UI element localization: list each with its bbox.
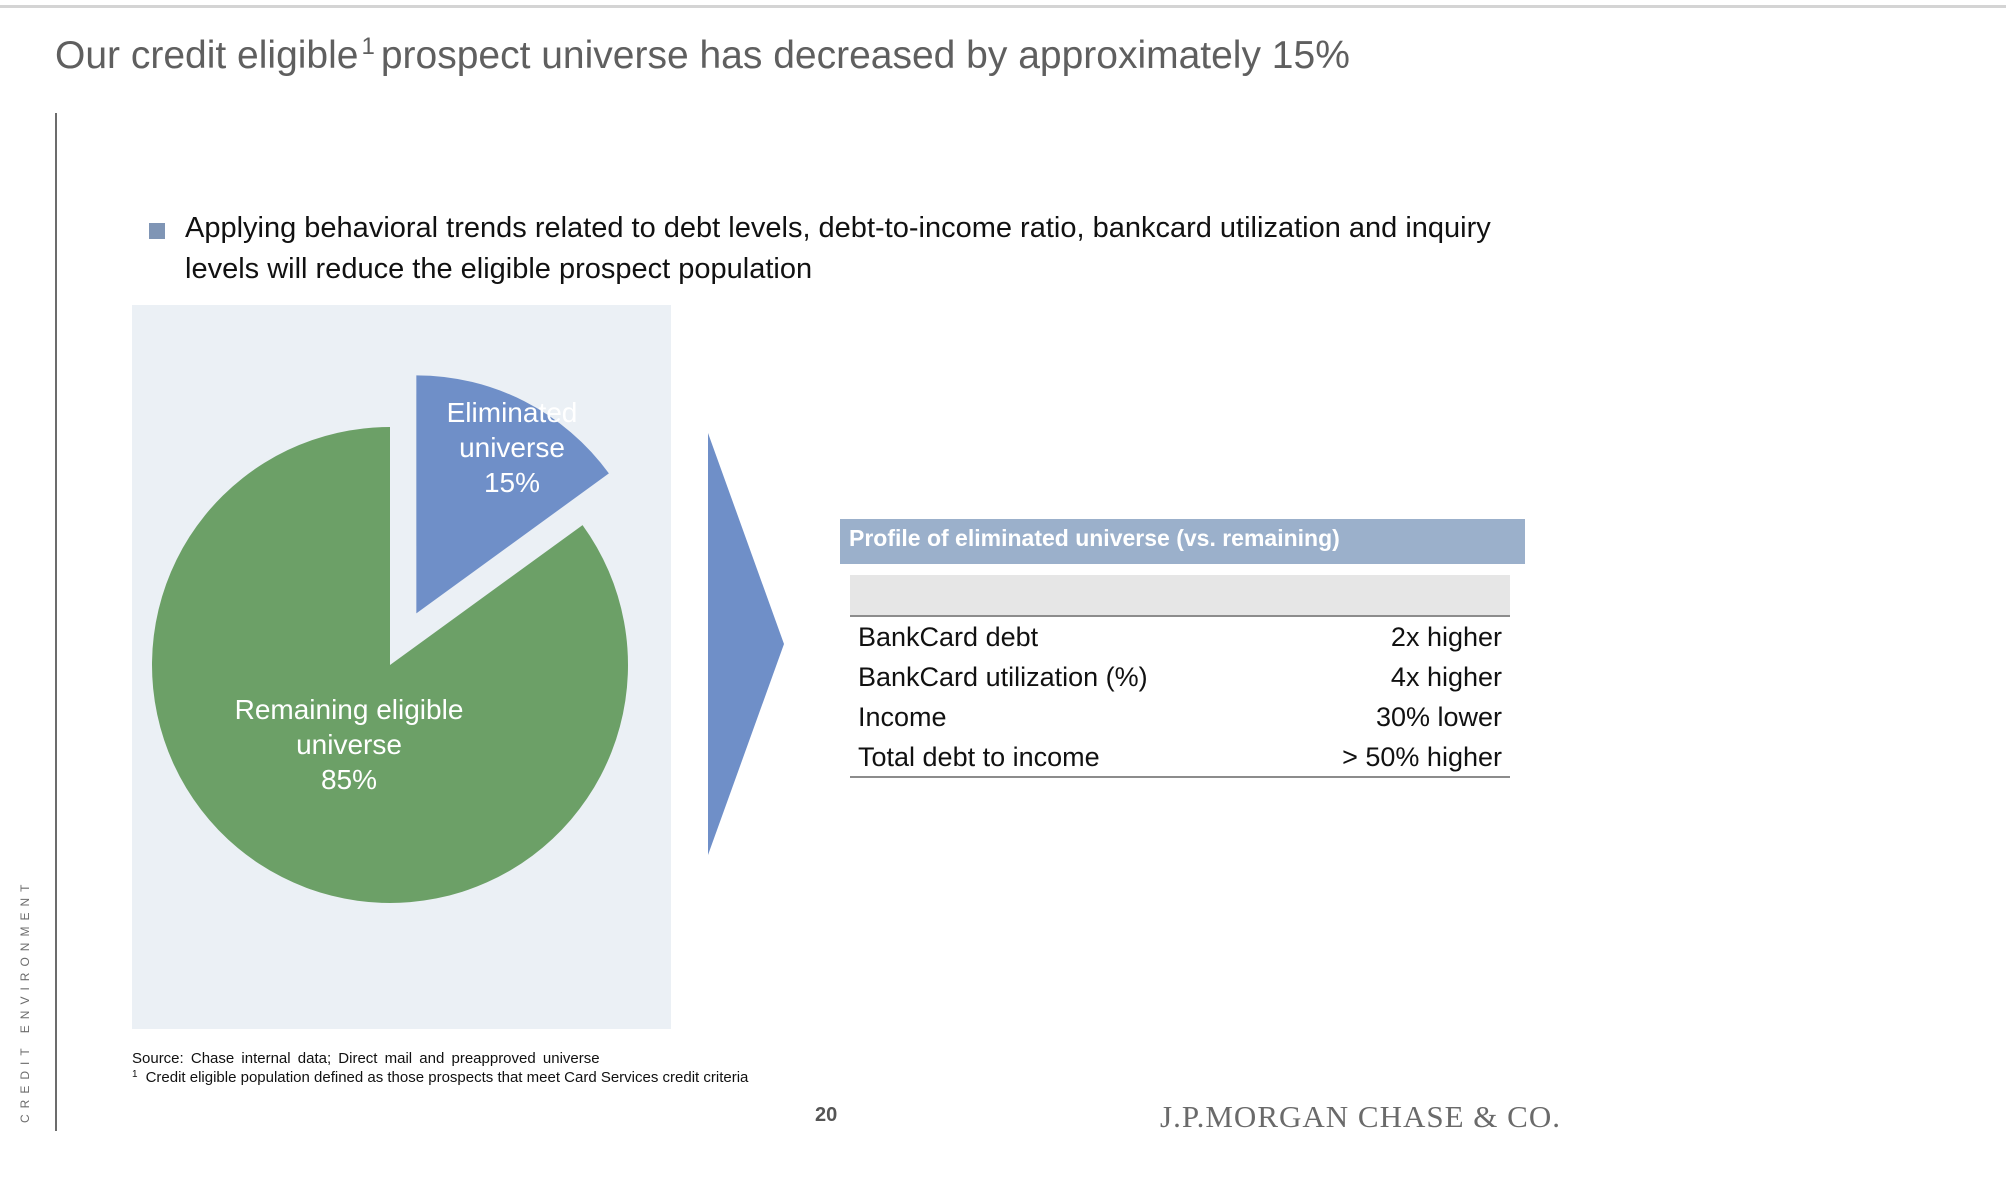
footnote-marker: 1 — [132, 1069, 138, 1080]
remaining-label-line2: universe — [296, 729, 402, 760]
row-value: > 50% higher — [1342, 742, 1502, 772]
pie-chart — [152, 375, 629, 903]
footnote: 1 Credit eligible population defined as t… — [132, 1068, 748, 1090]
table-bottom-rule — [850, 776, 1510, 778]
right-arrow-icon — [708, 433, 784, 855]
bullet-square-icon — [149, 223, 165, 239]
pie-chart-panel: Eliminated universe 15% Remaining eligib… — [132, 305, 671, 1029]
remaining-label-line1: Remaining eligible — [234, 694, 464, 725]
section-side-label: CREDIT ENVIRONMENT — [18, 878, 32, 1123]
title-text-before: Our credit eligible — [55, 34, 359, 77]
arrow-shape — [708, 433, 784, 855]
left-vertical-rule — [55, 113, 57, 1131]
bullet-text: Applying behavioral trends related to de… — [185, 212, 1491, 285]
title-text-after: prospect universe has decreased by appro… — [380, 34, 1350, 77]
table-row: BankCard debt 2x higher — [850, 617, 1510, 657]
profile-table-gray-band — [850, 575, 1510, 615]
row-label: BankCard debt — [858, 622, 1039, 652]
eliminated-label-line2: universe — [459, 432, 565, 463]
pie-slice-remaining-eligible-universe — [152, 427, 629, 903]
footnote-text: Credit eligible population defined as th… — [145, 1069, 749, 1086]
table-top-rule — [850, 615, 1510, 617]
page-number: 20 — [815, 1104, 838, 1126]
row-label: Total debt to income — [858, 742, 1100, 772]
title-footnote-marker: 1 — [361, 33, 375, 60]
remaining-label-line3: 85% — [320, 764, 378, 795]
eliminated-slice-label: Eliminated universe 15% — [447, 395, 578, 500]
company-logo: J.P.MORGAN CHASE & CO. — [1160, 1099, 1561, 1134]
row-value: 2x higher — [1390, 622, 1502, 652]
row-value: 4x higher — [1390, 662, 1502, 692]
table-row: Total debt to income > 50% higher — [850, 737, 1510, 777]
row-label: Income — [858, 702, 947, 732]
profile-table-header-text: Profile of eliminated universe (vs. rema… — [849, 525, 1340, 551]
row-value: 30% lower — [1375, 702, 1502, 732]
remaining-slice-label: Remaining eligible universe 85% — [235, 692, 464, 797]
source-note: Source: Chase internal data; Direct mail… — [132, 1050, 600, 1067]
pie-slice-eliminated-universe — [416, 375, 609, 614]
top-divider — [0, 5, 2006, 8]
table-row: Income 30% lower — [850, 697, 1510, 737]
eliminated-label-line3: 15% — [483, 467, 541, 498]
row-label: BankCard utilization (%) — [858, 662, 1148, 692]
page-title: Our credit eligible 1 prospect universe ha… — [55, 33, 1350, 78]
eliminated-label-line1: Eliminated — [446, 397, 578, 428]
profile-table-header: Profile of eliminated universe (vs. rema… — [840, 519, 1525, 564]
table-row: BankCard utilization (%) 4x higher — [850, 657, 1510, 697]
